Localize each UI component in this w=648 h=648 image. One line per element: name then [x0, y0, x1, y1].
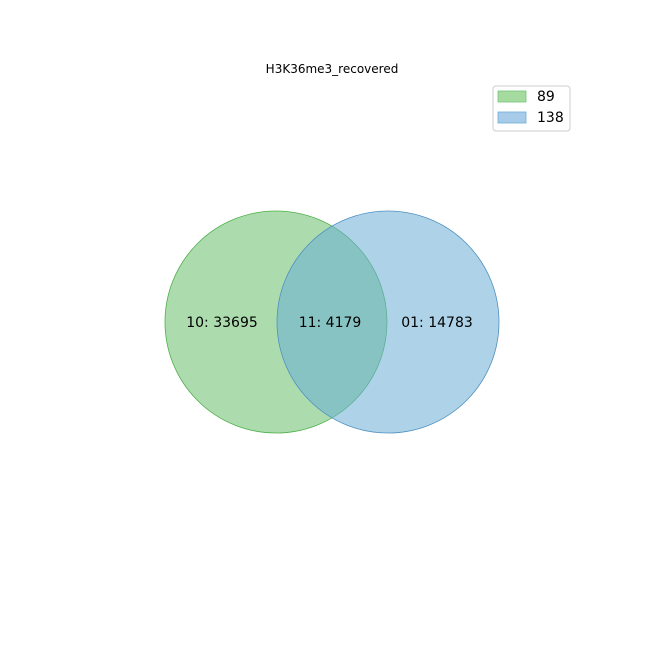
legend-label-set-a: 89: [537, 89, 555, 105]
legend-label-set-b: 138: [537, 110, 564, 126]
region-a-only-label: 10: 33695: [186, 315, 258, 331]
diagram-title: H3K36me3_recovered: [266, 62, 399, 76]
legend-swatch-set-a: [497, 90, 527, 103]
legend-swatch-set-b: [497, 111, 527, 124]
set-b-circle: [276, 210, 500, 434]
legend: 89 138: [492, 85, 571, 132]
region-overlap-label: 11: 4179: [299, 315, 362, 331]
region-b-only-label: 01: 14783: [401, 315, 473, 331]
